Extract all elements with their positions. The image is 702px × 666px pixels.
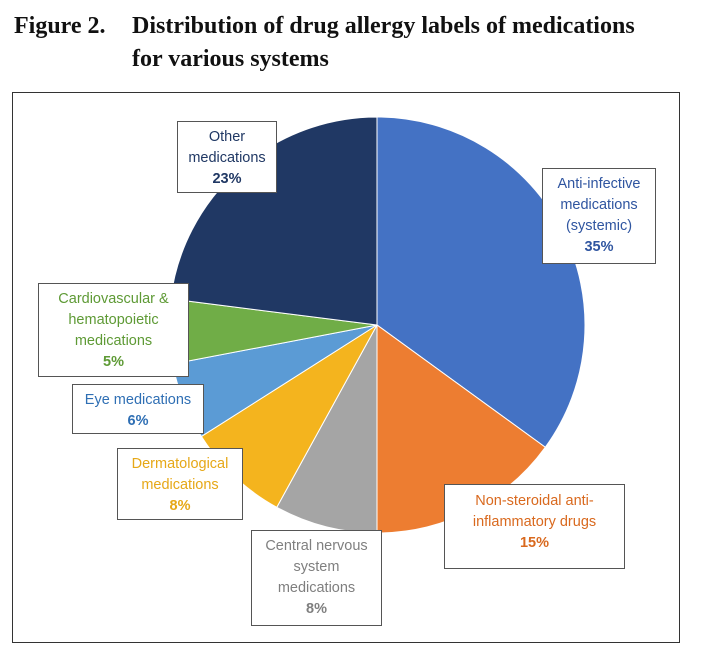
caption-line-2: for various systems <box>132 46 329 72</box>
slice-percent: 8% <box>306 601 327 617</box>
slice-label-line: medications <box>188 150 266 166</box>
caption-line-1: Distribution of drug allergy labels of m… <box>132 13 635 39</box>
slice-label-line: Eye medications <box>84 392 192 408</box>
slice-label-nsaid: Non-steroidal anti-inflammatory drugs 15% <box>444 484 625 569</box>
slice-label-cardiovascular: Cardiovascular & hematopoietic medications… <box>38 283 189 377</box>
slice-label-line: medications <box>277 580 356 596</box>
slice-label-dermatological: Dermatological medications 8% <box>117 448 243 520</box>
slice-label-line: medications <box>560 197 638 213</box>
slice-label-line: Other <box>208 129 246 145</box>
slice-label-line: Non-steroidal anti- <box>475 493 594 509</box>
figure-number: Figure 2. <box>14 13 106 39</box>
figure-caption: Figure 2. Distribution of drug allergy la… <box>14 10 694 76</box>
slice-percent: 8% <box>169 498 191 514</box>
slice-label-eye: Eye medications 6% <box>72 384 204 434</box>
slice-percent: 23% <box>212 171 242 187</box>
slice-label-line: system <box>293 559 340 575</box>
slice-percent: 5% <box>103 354 124 370</box>
slice-label-line: inflammatory drugs <box>472 514 597 530</box>
slice-percent: 6% <box>127 413 149 429</box>
slice-label-other: Other medications 23% <box>177 121 277 193</box>
slice-percent: 35% <box>584 239 614 255</box>
slice-label-anti-infective: Anti-infective medications (systemic) 35% <box>542 168 656 264</box>
slice-label-line: Dermatological <box>131 456 229 472</box>
slice-label-line: Anti-infective <box>557 176 641 192</box>
slice-label-line: medications <box>141 477 219 493</box>
slice-label-line: medications <box>74 333 153 349</box>
slice-percent: 15% <box>519 535 550 551</box>
slice-label-line: (systemic) <box>565 218 633 234</box>
slice-label-cns: Central nervous system medications 8% <box>251 530 382 626</box>
slice-label-line: Central nervous <box>265 538 368 554</box>
slice-label-line: Cardiovascular & <box>58 291 169 307</box>
slice-label-line: hematopoietic <box>68 312 159 328</box>
